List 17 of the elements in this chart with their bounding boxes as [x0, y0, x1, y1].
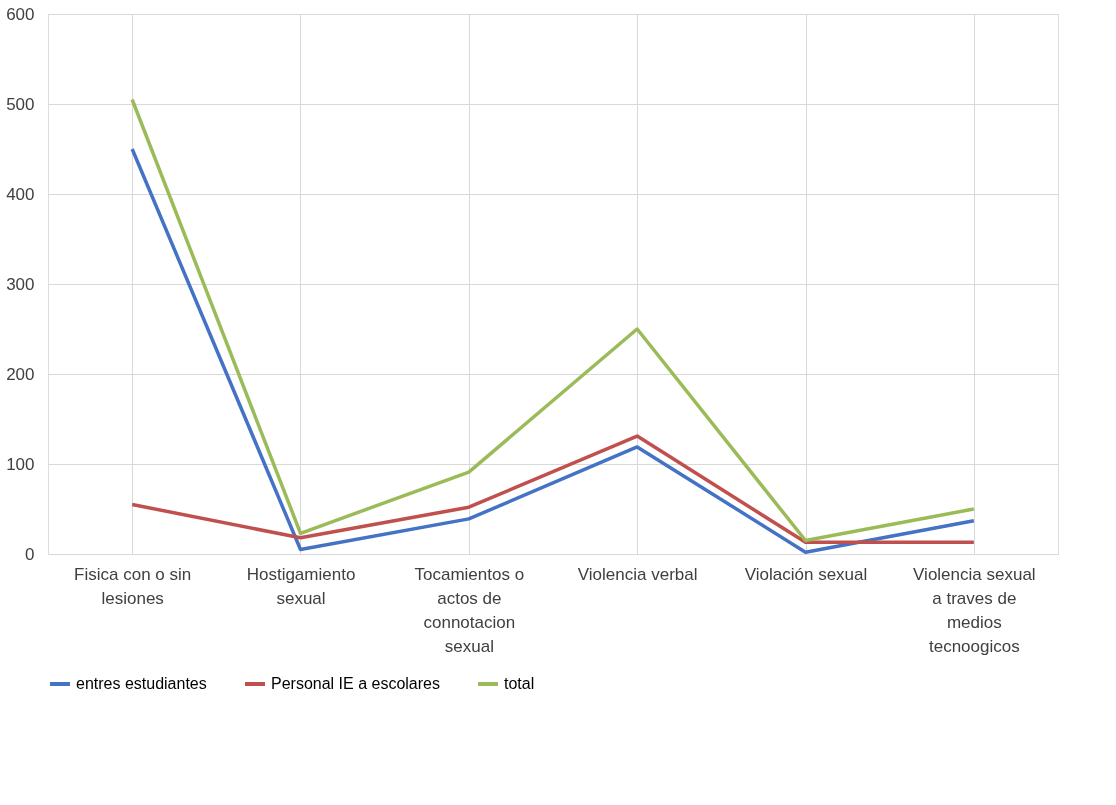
- legend-label: entres estudiantes: [76, 675, 207, 692]
- x-tick-label: Hostigamiento sexual: [246, 564, 356, 608]
- line-series: [130, 434, 976, 545]
- y-tick-label: 200: [6, 364, 35, 384]
- x-tick-label: Violencia verbal: [577, 564, 698, 584]
- y-tick-label: 400: [6, 184, 35, 204]
- x-tick-label: Violación sexual: [744, 564, 868, 584]
- y-tick-label: 600: [6, 4, 35, 24]
- y-tick-label: 300: [6, 274, 35, 294]
- legend-label: total: [504, 675, 535, 692]
- y-tick-label: 0: [25, 544, 35, 564]
- x-tick-label: Tocamientos o actos de connotacion sexual: [414, 564, 525, 656]
- x-tick-label: Violencia sexual a traves de medios tecnoogicos: [913, 564, 1036, 656]
- x-tick-label: Fisica con o sin lesiones: [74, 564, 192, 608]
- y-tick-label: 100: [6, 454, 35, 474]
- y-tick-label: 500: [6, 94, 35, 114]
- legend-label: Personal IE a escolares: [271, 675, 440, 692]
